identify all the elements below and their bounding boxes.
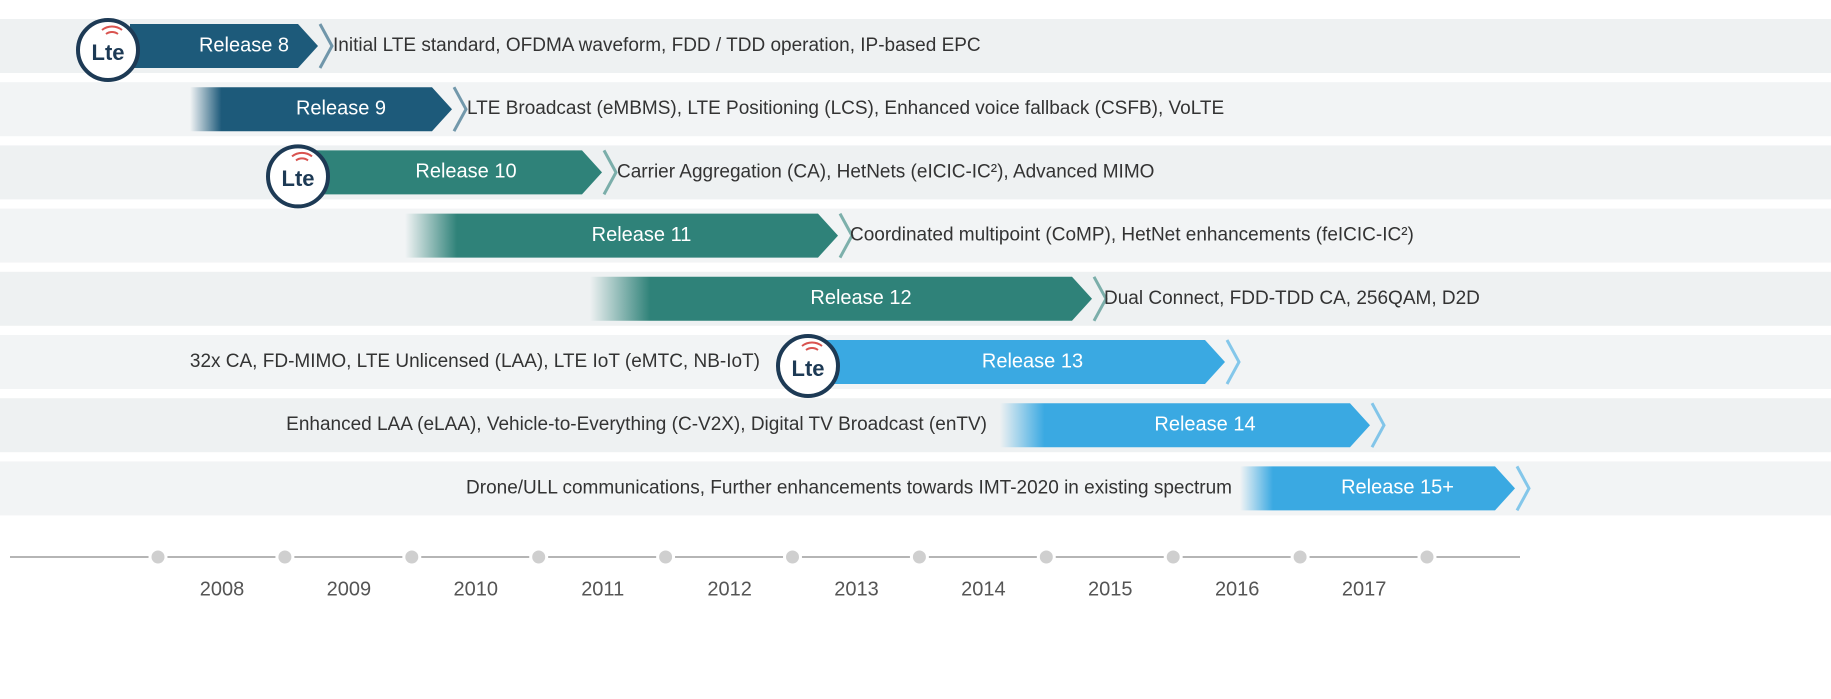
lte-logo-text: Lte bbox=[92, 40, 125, 65]
lte-logo-text: Lte bbox=[282, 166, 315, 191]
row-band bbox=[0, 461, 1831, 516]
timeline-dot bbox=[402, 547, 422, 567]
year-label: 2012 bbox=[707, 578, 752, 600]
year-label: 2017 bbox=[1342, 578, 1387, 600]
year-label: 2010 bbox=[454, 578, 499, 600]
chevron bbox=[1515, 465, 1531, 512]
chevron bbox=[1370, 402, 1386, 448]
lte-logo-text: Lte bbox=[792, 356, 825, 381]
release-bar bbox=[1240, 466, 1515, 511]
chevron bbox=[602, 149, 618, 196]
release-description: Enhanced LAA (eLAA), Vehicle-to-Everythi… bbox=[286, 414, 987, 435]
release-bar bbox=[800, 340, 1225, 384]
release-description: Initial LTE standard, OFDMA waveform, FD… bbox=[333, 35, 981, 56]
row-band bbox=[0, 398, 1831, 453]
release-description: LTE Broadcast (eMBMS), LTE Positioning (… bbox=[467, 98, 1224, 119]
chevron bbox=[452, 86, 468, 132]
year-label: 2009 bbox=[327, 578, 372, 600]
release-description: Dual Connect, FDD-TDD CA, 256QAM, D2D bbox=[1104, 288, 1480, 309]
release-description: Drone/ULL communications, Further enhanc… bbox=[466, 477, 1232, 498]
timeline-dot bbox=[148, 547, 168, 567]
year-label: 2011 bbox=[581, 578, 624, 600]
year-label: 2008 bbox=[200, 578, 245, 600]
timeline-dot bbox=[656, 547, 676, 567]
lte-logo bbox=[266, 144, 330, 209]
timeline-dot bbox=[1290, 547, 1310, 567]
release-label: Release 11 bbox=[592, 224, 692, 246]
year-label: 2014 bbox=[961, 578, 1006, 600]
year-label: 2013 bbox=[834, 578, 879, 600]
release-label: Release 12 bbox=[810, 287, 911, 309]
release-bar bbox=[405, 213, 838, 258]
release-bar bbox=[590, 276, 1092, 321]
row-band bbox=[0, 208, 1831, 263]
release-label: Release 8 bbox=[199, 34, 289, 56]
timeline-dot bbox=[1417, 547, 1437, 567]
release-label: Release 14 bbox=[1154, 413, 1255, 435]
timeline-dot bbox=[529, 547, 549, 567]
lte-logo bbox=[76, 18, 140, 82]
release-description: Coordinated multipoint (CoMP), HetNet en… bbox=[850, 225, 1414, 246]
release-bar bbox=[130, 24, 318, 68]
year-label: 2016 bbox=[1215, 578, 1260, 600]
timeline-dot bbox=[275, 547, 295, 567]
chevron bbox=[1092, 276, 1108, 322]
lte-logo bbox=[776, 334, 840, 398]
timeline-dot bbox=[1036, 547, 1056, 567]
timeline-dot bbox=[783, 547, 802, 567]
lte-signal bbox=[101, 25, 123, 35]
release-description: Carrier Aggregation (CA), HetNets (eICIC… bbox=[617, 161, 1154, 182]
release-label: Release 15+ bbox=[1341, 477, 1454, 499]
chevron bbox=[318, 23, 334, 69]
release-bar bbox=[290, 150, 602, 195]
lte-signal bbox=[801, 341, 823, 351]
release-bar bbox=[190, 87, 452, 132]
chevron bbox=[838, 212, 854, 259]
release-bar bbox=[1000, 403, 1370, 448]
timeline-dot bbox=[909, 547, 929, 567]
release-label: Release 9 bbox=[296, 97, 386, 119]
timeline-dot bbox=[1163, 547, 1183, 567]
lte-signal bbox=[291, 151, 313, 162]
release-description: 32x CA, FD-MIMO, LTE Unlicensed (LAA), L… bbox=[190, 351, 760, 372]
release-label: Release 13 bbox=[982, 350, 1083, 372]
year-label: 2015 bbox=[1088, 578, 1133, 600]
release-label: Release 10 bbox=[415, 161, 516, 183]
chevron bbox=[1225, 339, 1241, 385]
